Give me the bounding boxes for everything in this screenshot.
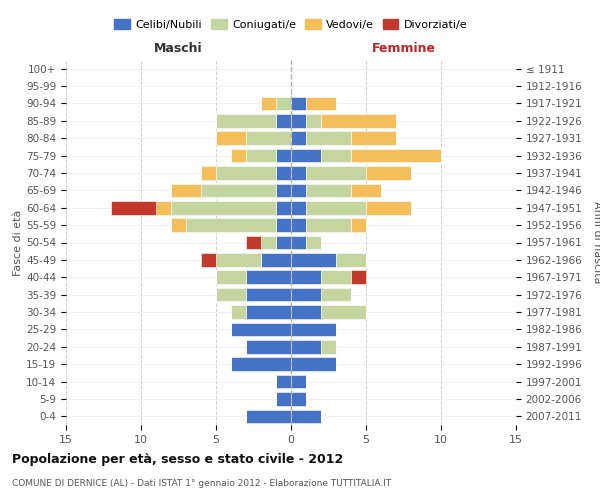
Bar <box>351 184 381 197</box>
Bar <box>291 410 321 423</box>
Bar <box>306 201 366 214</box>
Bar <box>276 149 291 162</box>
Bar <box>291 322 336 336</box>
Bar <box>201 253 216 266</box>
Bar <box>276 114 291 128</box>
Bar <box>306 218 351 232</box>
Bar <box>351 132 396 145</box>
Bar <box>261 253 291 266</box>
Bar <box>306 114 321 128</box>
Legend: Celibi/Nubili, Coniugati/e, Vedovi/e, Divorziati/e: Celibi/Nubili, Coniugati/e, Vedovi/e, Di… <box>110 14 472 34</box>
Bar <box>291 392 306 406</box>
Bar <box>246 236 261 250</box>
Bar <box>216 288 246 302</box>
Bar <box>201 166 216 180</box>
Bar <box>276 201 291 214</box>
Bar <box>291 132 306 145</box>
Bar <box>276 218 291 232</box>
Bar <box>291 340 321 353</box>
Bar <box>276 375 291 388</box>
Bar <box>291 184 306 197</box>
Bar <box>111 201 156 214</box>
Bar <box>276 166 291 180</box>
Text: COMUNE DI DERNICE (AL) - Dati ISTAT 1° gennaio 2012 - Elaborazione TUTTITALIA.IT: COMUNE DI DERNICE (AL) - Dati ISTAT 1° g… <box>12 479 391 488</box>
Bar <box>216 114 276 128</box>
Bar <box>291 270 321 284</box>
Bar <box>366 166 411 180</box>
Bar <box>366 201 411 214</box>
Bar <box>291 149 321 162</box>
Bar <box>231 149 246 162</box>
Bar <box>321 114 396 128</box>
Bar <box>291 305 321 319</box>
Bar <box>306 96 336 110</box>
Bar <box>246 270 291 284</box>
Text: Femmine: Femmine <box>371 42 436 55</box>
Bar <box>291 201 306 214</box>
Bar <box>351 218 366 232</box>
Bar <box>336 253 366 266</box>
Bar <box>306 166 366 180</box>
Bar <box>276 392 291 406</box>
Bar <box>291 166 306 180</box>
Bar <box>306 184 351 197</box>
Bar <box>321 288 351 302</box>
Bar <box>321 149 351 162</box>
Bar <box>291 375 306 388</box>
Y-axis label: Fasce di età: Fasce di età <box>13 210 23 276</box>
Bar <box>156 201 171 214</box>
Bar <box>171 201 276 214</box>
Text: Maschi: Maschi <box>154 42 203 55</box>
Bar <box>276 96 291 110</box>
Bar <box>246 149 276 162</box>
Bar <box>351 149 441 162</box>
Bar <box>201 184 276 197</box>
Bar <box>216 253 261 266</box>
Bar <box>291 288 321 302</box>
Bar <box>261 236 276 250</box>
Bar <box>171 218 186 232</box>
Bar <box>321 305 366 319</box>
Bar <box>246 288 291 302</box>
Bar <box>186 218 276 232</box>
Bar <box>321 270 351 284</box>
Bar <box>291 114 306 128</box>
Bar <box>216 132 246 145</box>
Bar <box>291 218 306 232</box>
Bar <box>246 132 291 145</box>
Bar <box>171 184 201 197</box>
Bar <box>246 305 291 319</box>
Bar <box>231 305 246 319</box>
Bar <box>246 340 291 353</box>
Bar <box>276 184 291 197</box>
Bar <box>321 340 336 353</box>
Bar <box>261 96 276 110</box>
Bar <box>216 166 276 180</box>
Bar <box>291 236 306 250</box>
Text: Popolazione per età, sesso e stato civile - 2012: Popolazione per età, sesso e stato civil… <box>12 452 343 466</box>
Y-axis label: Anni di nascita: Anni di nascita <box>592 201 600 284</box>
Bar <box>216 270 246 284</box>
Bar <box>276 236 291 250</box>
Bar <box>306 132 351 145</box>
Bar <box>291 96 306 110</box>
Bar <box>306 236 321 250</box>
Bar <box>291 358 336 371</box>
Bar <box>231 358 291 371</box>
Bar <box>351 270 366 284</box>
Bar <box>231 322 291 336</box>
Bar <box>246 410 291 423</box>
Bar <box>291 253 336 266</box>
